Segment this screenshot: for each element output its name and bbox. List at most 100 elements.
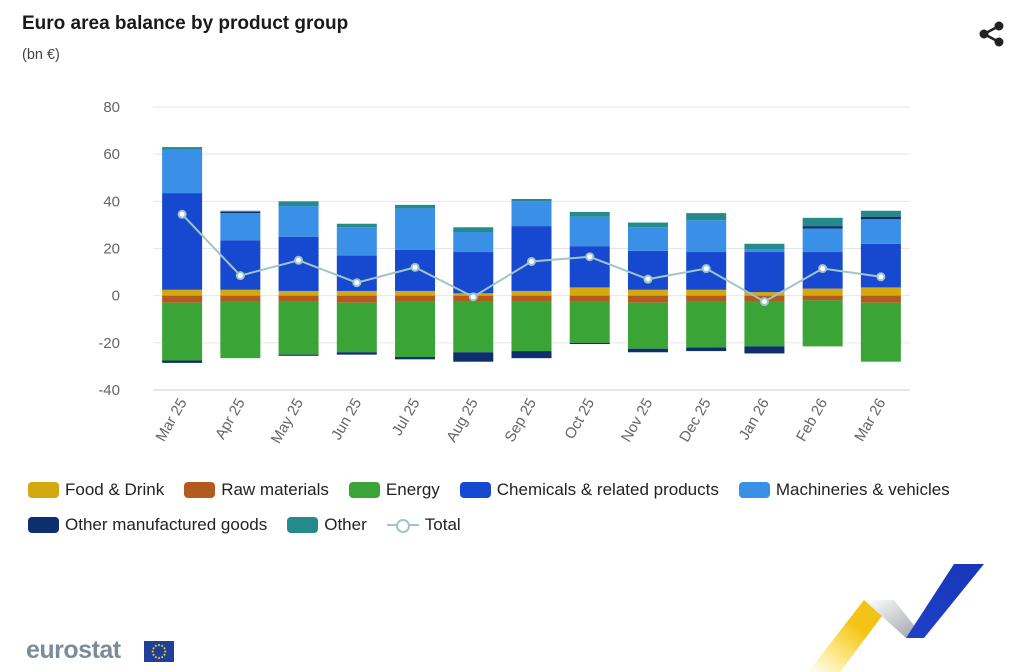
bar-segment-food [162, 289, 203, 296]
bar-segment-machinery [395, 208, 436, 250]
bar-segment-energy [569, 301, 610, 343]
bar-segment-machinery [511, 201, 552, 227]
legend-swatch-raw [184, 481, 216, 498]
bar-segment-machinery [627, 227, 668, 251]
x-tick-label: Jan 26 [736, 396, 773, 444]
y-tick-label: -40 [98, 382, 120, 399]
legend-swatch-other [287, 516, 319, 533]
legend-label: Machineries & vehicles [775, 479, 950, 499]
bar-segment-energy [336, 302, 377, 353]
legend-item-chemicals[interactable]: Chemicals & related products [459, 478, 719, 501]
bar-segment-other_manufactured [453, 352, 494, 362]
y-tick-label: 80 [103, 99, 120, 116]
legend-item-other_manufactured[interactable]: Other manufactured goods [28, 513, 267, 536]
bar-segment-chemicals [744, 252, 785, 293]
bar-segment-other [511, 198, 552, 202]
bar-segment-raw [511, 295, 552, 302]
bar-segment-food [744, 292, 785, 296]
total-point [352, 278, 362, 288]
total-point [235, 271, 245, 281]
total-point [585, 252, 595, 262]
share-icon[interactable] [976, 18, 1008, 50]
chart-subtitle: (bn €) [22, 47, 60, 63]
legend-swatch-chemicals [459, 481, 491, 498]
bar-segment-other [395, 204, 436, 209]
bar-segment-chemicals [453, 252, 494, 294]
legend-swatch-total [386, 517, 419, 533]
bar-segment-food [802, 288, 843, 296]
bar-segment-other_manufactured [686, 347, 727, 352]
bar-segment-other_manufactured [511, 351, 552, 359]
bar-segment-energy [802, 300, 843, 347]
y-tick-label: 40 [103, 193, 120, 210]
bar-segment-other [627, 222, 668, 228]
bar-segment-energy [453, 301, 494, 353]
legend-swatch-food [28, 481, 59, 498]
x-tick-label: Jun 25 [328, 396, 365, 444]
bar-segment-energy [686, 301, 727, 348]
bar-segment-raw [395, 295, 436, 302]
chart-title: Euro area balance by product group [22, 13, 349, 34]
y-tick-label: 20 [103, 241, 120, 258]
bar-segment-energy [627, 302, 668, 349]
x-tick-label: Apr 25 [212, 396, 249, 443]
bar-segment-other [744, 243, 785, 250]
bar-segment-energy [162, 302, 203, 361]
bar-segment-raw [569, 295, 610, 302]
bar-segment-other [162, 147, 203, 150]
legend-item-energy[interactable]: Energy [348, 478, 440, 501]
x-tick-label: Jul 25 [389, 396, 424, 439]
legend-label: Other manufactured goods [65, 514, 268, 534]
total-point [294, 255, 304, 265]
legend-item-food[interactable]: Food & Drink [28, 478, 164, 501]
share-icon-graphic [979, 21, 1004, 47]
bar-segment-other [278, 201, 319, 207]
brand-decoration-graphic [808, 564, 984, 672]
bar-segment-other [220, 210, 261, 212]
bar-segment-machinery [220, 213, 261, 241]
bar-segment-other_manufactured [744, 346, 785, 354]
bar-segment-machinery [860, 219, 901, 244]
eu-flag-icon [144, 641, 174, 662]
bar-segment-raw [860, 295, 901, 303]
bar-segment-energy [511, 301, 552, 352]
bar-segment-machinery [686, 220, 727, 253]
total-point [643, 274, 653, 284]
bar-segment-food [395, 290, 436, 296]
bar-segment-machinery [162, 149, 203, 194]
y-tick-label: 60 [103, 146, 120, 163]
legend-item-other[interactable]: Other [287, 513, 367, 536]
chart-legend: Food & Drink Raw materials Energy Chemicals… [28, 478, 1018, 536]
bar-segment-other_manufactured [278, 354, 319, 356]
bar-segment-machinery [569, 216, 610, 247]
bar-segment-food [569, 287, 610, 296]
bar-segment-other_manufactured [802, 226, 843, 229]
y-tick-label: 0 [112, 288, 120, 305]
total-point [759, 297, 769, 307]
x-tick-label: Mar 25 [153, 396, 191, 445]
x-tick-label: Oct 25 [561, 396, 598, 443]
legend-swatch-other_manufactured [28, 516, 59, 533]
bar-segment-raw [802, 295, 843, 301]
total-point [701, 264, 711, 274]
bar-segment-other_manufactured [860, 216, 901, 220]
legend-item-total[interactable]: Total [386, 513, 461, 536]
legend-label: Energy [385, 479, 440, 499]
bar-segment-other [453, 227, 494, 232]
legend-item-machinery[interactable]: Machineries & vehicles [738, 478, 950, 501]
legend-swatch-machinery [738, 481, 770, 498]
bar-segment-food [686, 289, 727, 296]
legend-label: Food & Drink [65, 479, 165, 499]
bar-segment-machinery [453, 231, 494, 253]
bar-segment-raw [686, 295, 727, 302]
bar-segment-machinery [278, 206, 319, 237]
bar-segment-other_manufactured [336, 352, 377, 355]
legend-label: Raw materials [221, 479, 329, 499]
bar-segment-other [336, 223, 377, 228]
bar-segment-energy [220, 301, 261, 359]
bar-segment-raw [336, 295, 377, 303]
bar-segment-other [569, 211, 610, 217]
legend-item-raw[interactable]: Raw materials [184, 478, 329, 501]
bar-segment-energy [860, 302, 901, 362]
total-point [468, 292, 478, 302]
